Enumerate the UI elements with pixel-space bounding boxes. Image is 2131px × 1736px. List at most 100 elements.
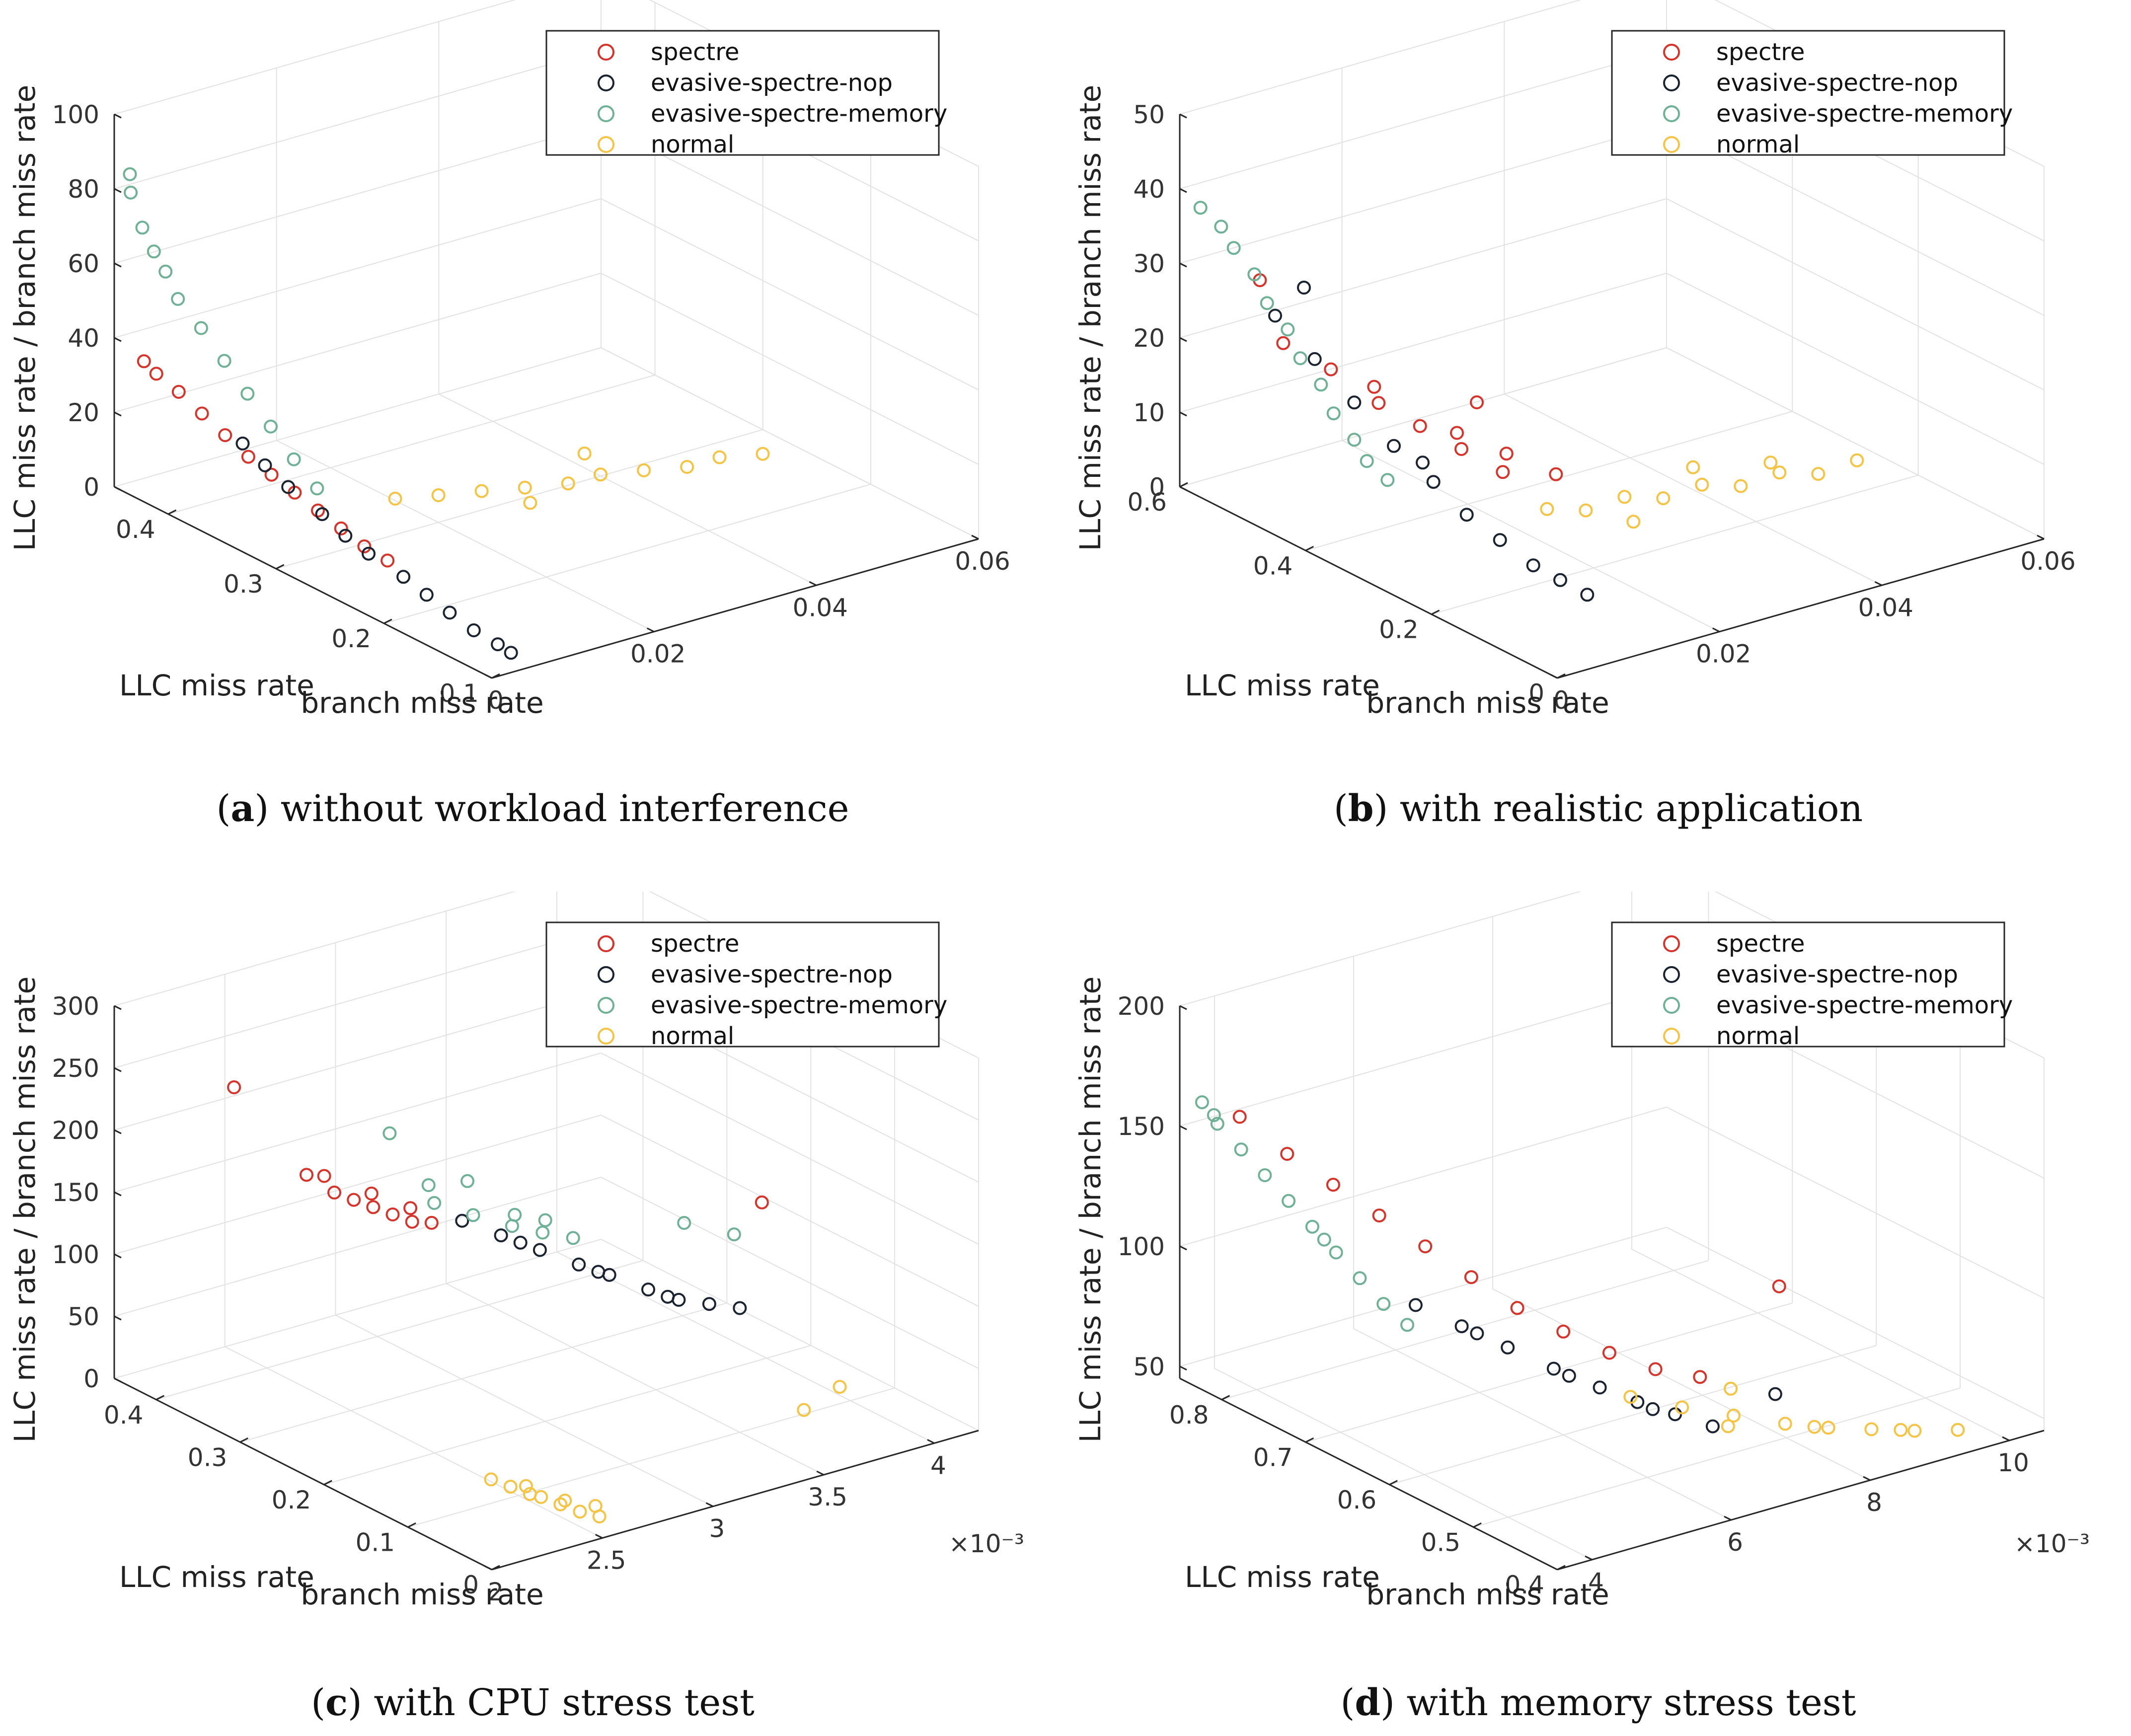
panel-b-ytick-label-2: 0.4 <box>1253 551 1293 580</box>
panel-d-point-normal-9 <box>1894 1423 1908 1437</box>
panel-b-point-evasive-spectre-nop-7 <box>1526 558 1540 573</box>
panel-c-ytick-mark-4 <box>155 1395 165 1401</box>
panel-c-gridlines <box>114 892 979 1570</box>
panel-c-y-axis-line <box>114 1377 492 1571</box>
caption-c-letter: c <box>325 1681 348 1724</box>
grid-backx-z-4 <box>114 49 602 189</box>
panel-d-point-evasive-spectre-nop-1 <box>1454 1319 1469 1334</box>
panel-a-ztick-mark-4 <box>114 188 122 193</box>
panel-d-series-normal <box>1623 1381 1965 1438</box>
panel-b-point-spectre-9 <box>1549 467 1563 481</box>
panel-c-point-evasive-spectre-memory-1 <box>466 1208 480 1222</box>
panel-a-legend-marker-evasive-spectre-memory <box>598 105 614 122</box>
panel-c-xtick-label-1: 2.5 <box>587 1546 626 1575</box>
panel-a-xtick-mark-3 <box>971 534 979 540</box>
panel-c-legend-marker-evasive-spectre-memory <box>598 997 614 1014</box>
panel-c-ztick-mark-2 <box>114 1253 122 1259</box>
grid-backx-z-1 <box>114 273 602 413</box>
panel-d-series-evasive-spectre-nop <box>1408 1298 1782 1434</box>
panel-a-xtick-mark-2 <box>809 581 817 586</box>
panel-b-legend-label-evasive-spectre-nop: evasive-spectre-nop <box>1716 69 1958 97</box>
panel-d-point-evasive-spectre-nop-0 <box>1408 1298 1423 1312</box>
panel-c-legend-label-evasive-spectre-memory: evasive-spectre-memory <box>651 991 947 1019</box>
panel-c-point-normal-4 <box>553 1497 568 1511</box>
panel-c-xtick-label-4: 4 <box>930 1451 946 1480</box>
panel-a-point-spectre-0 <box>137 354 151 369</box>
panel-c-legend-marker-spectre <box>598 935 614 952</box>
panel-a-ztick-label-1: 20 <box>68 398 99 427</box>
panel-d-legend-label-evasive-spectre-nop: evasive-spectre-nop <box>1716 961 1958 988</box>
grid-floor-y-3 <box>240 1302 727 1443</box>
panel-a-ztick-label-3: 60 <box>68 249 99 278</box>
panel-c-series-spectre <box>227 1080 769 1230</box>
grid-backx-z-2 <box>1179 986 1667 1127</box>
panel-b-point-normal-1 <box>1579 503 1593 518</box>
panel-c-ztick-label-3: 150 <box>52 1178 99 1207</box>
grid-floor-x-4 <box>556 1251 935 1444</box>
panel-a-point-evasive-spectre-nop-7 <box>419 588 434 602</box>
panel-c-ytick-label-0: 0 <box>463 1571 479 1599</box>
panel-b-point-evasive-spectre-nop-6 <box>1493 533 1507 547</box>
panel-a-ytick-label-1: 0.2 <box>331 624 371 653</box>
panel-c-ytick-label-3: 0.3 <box>188 1443 228 1472</box>
panel-a-legend-marker-normal <box>598 136 614 153</box>
panel-c-ztick-label-4: 200 <box>52 1116 99 1145</box>
panel-d-ztick-label-3: 200 <box>1118 992 1165 1021</box>
panel-d-point-normal-10 <box>1951 1423 1965 1437</box>
panel-d-point-evasive-spectre-memory-4 <box>1282 1194 1296 1208</box>
panel-c-ztick-mark-5 <box>114 1067 122 1072</box>
panel-a-legend-marker-evasive-spectre-nop <box>598 75 614 91</box>
panel-d-point-evasive-spectre-memory-9 <box>1400 1318 1414 1332</box>
panel-b-ytick-label-1: 0.2 <box>1379 615 1419 644</box>
panel-c-series-normal <box>484 1380 847 1523</box>
panel-b-point-evasive-spectre-nop-2 <box>1347 395 1362 410</box>
grid-floor-y-1 <box>1473 1387 1961 1528</box>
grid-floor-x-2 <box>1492 1288 1871 1481</box>
panel-c-chart: 22.533.5400.10.20.30.4050100150200250300… <box>8 892 1024 1611</box>
grid-backx-z-1 <box>1179 273 1667 413</box>
panel-d-point-evasive-spectre-nop-9 <box>1562 1368 1576 1383</box>
caption-d-letter: d <box>1355 1681 1381 1724</box>
caption-d: (d) with memory stress test <box>1340 1681 1856 1724</box>
panel-d-point-normal-11 <box>1724 1381 1738 1396</box>
panel-b-point-normal-11 <box>1763 455 1778 470</box>
panel-c-point-spectre-2 <box>347 1193 361 1207</box>
panel-c-point-normal-10 <box>797 1403 811 1417</box>
grid-backy-z-1 <box>601 1177 979 1369</box>
panel-c-ytick-mark-3 <box>239 1437 249 1443</box>
panel-b-legend-label-spectre: spectre <box>1716 38 1805 66</box>
panel-d-ytick-mark-1 <box>1473 1522 1482 1528</box>
panel-a-point-evasive-spectre-nop-8 <box>443 605 457 620</box>
panel-b-point-evasive-spectre-memory-9 <box>1347 433 1362 447</box>
grid-backx-z-0 <box>1179 1226 1667 1367</box>
panel-d-x-axis-line <box>1557 1430 2045 1571</box>
panel-c-point-spectre-4 <box>385 1208 400 1221</box>
grid-backy-z-0 <box>1666 1226 2045 1419</box>
panel-b-legend-marker-normal <box>1663 136 1680 153</box>
panel-d-legend: spectre evasive-spectre-nop evasive-spectr… <box>1611 921 2013 1050</box>
grid-backx-z-0 <box>114 347 602 487</box>
panel-b-point-evasive-spectre-nop-9 <box>1580 588 1595 602</box>
grid-floor-y-1 <box>383 484 871 624</box>
panel-b-point-normal-3 <box>1656 491 1671 506</box>
panel-a-ztick-label-0: 0 <box>83 473 99 502</box>
grid-floor-x-1 <box>1342 440 1720 632</box>
grid-backy-z-2 <box>601 1115 979 1307</box>
panel-c-legend: spectre evasive-spectre-nop evasive-spectr… <box>545 921 947 1050</box>
panel-b-point-evasive-spectre-nop-8 <box>1553 573 1567 587</box>
panel-b-point-evasive-spectre-memory-4 <box>1260 296 1274 310</box>
panel-b-ytick-mark-3 <box>1179 482 1188 488</box>
panel-a-point-evasive-spectre-memory-2 <box>135 221 150 235</box>
panel-b-point-normal-9 <box>1626 515 1641 529</box>
panel-c-ztick-label-2: 100 <box>52 1240 99 1269</box>
panel-b-point-evasive-spectre-memory-8 <box>1326 406 1341 421</box>
panel-b-ytick-mark-0 <box>1557 673 1566 679</box>
panel-c-series-evasive-spectre-nop <box>455 1213 747 1315</box>
panel-c-ztick-mark-3 <box>114 1191 122 1197</box>
panel-b-point-evasive-spectre-memory-6 <box>1293 351 1307 366</box>
panel-c-point-evasive-spectre-nop-8 <box>591 1265 606 1279</box>
panel-b-point-normal-7 <box>1811 467 1826 481</box>
panel-a-point-spectre-2 <box>171 384 186 399</box>
panel-a-ztick-label-5: 100 <box>52 100 99 129</box>
